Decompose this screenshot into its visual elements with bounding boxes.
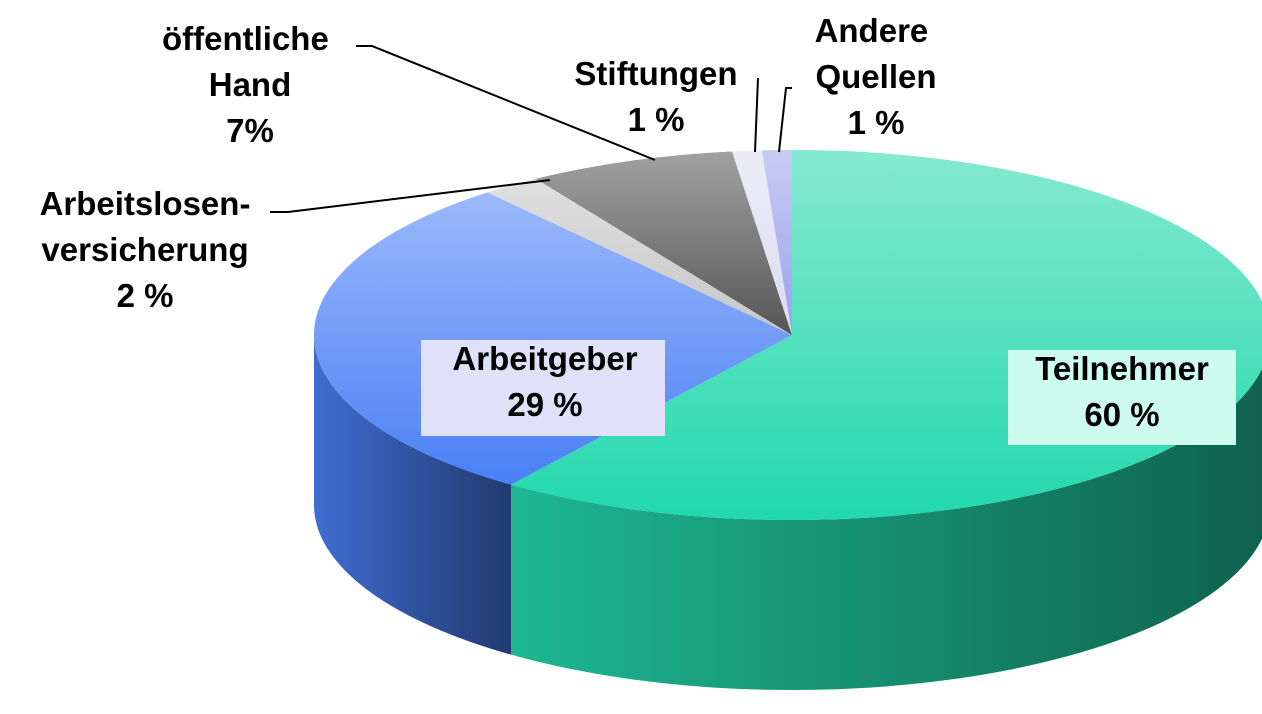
- category-label: Teilnehmer: [1035, 350, 1209, 387]
- slice-side-shade: [511, 368, 1262, 690]
- value-label: 7%: [226, 112, 274, 149]
- label-box: [1008, 350, 1236, 445]
- value-label: 29 %: [507, 386, 582, 423]
- slice-sheen: [535, 151, 792, 335]
- slice-sheen: [761, 150, 792, 335]
- leader-line: [778, 87, 792, 153]
- slice-side-shade: [314, 335, 512, 655]
- value-label: 1 %: [848, 104, 905, 141]
- slice-sheen: [732, 150, 792, 335]
- category-label: Stiftungen: [574, 55, 737, 92]
- category-label: Arbeitgeber: [452, 340, 637, 377]
- leader-line: [754, 77, 759, 153]
- value-label: 1 %: [628, 101, 685, 138]
- leader-line: [356, 45, 656, 161]
- category-label: Arbeitslosen-versicherung: [40, 185, 251, 268]
- slice-sheen: [487, 178, 792, 335]
- value-label: 60 %: [1084, 396, 1159, 433]
- leader-line: [270, 179, 551, 213]
- label-box: [421, 340, 665, 436]
- labels: Teilnehmer 60 % Arbeitgeber 29 % Arbeitslose…: [40, 12, 1209, 433]
- category-label: öffentliche Hand: [162, 20, 338, 103]
- category-label: Andere Quellen: [815, 12, 938, 95]
- value-label: 2 %: [117, 277, 174, 314]
